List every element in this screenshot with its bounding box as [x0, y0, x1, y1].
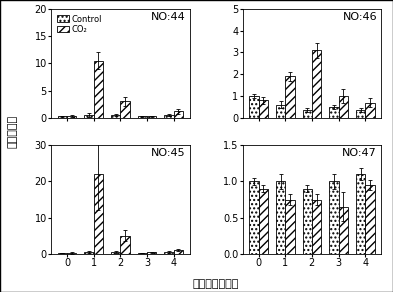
Bar [164, 252, 174, 254]
Bar [120, 236, 130, 254]
Bar [111, 115, 120, 118]
Bar [84, 252, 94, 254]
Bar [120, 101, 130, 118]
Bar [338, 96, 348, 118]
Bar [276, 181, 285, 254]
Text: NO:45: NO:45 [151, 148, 185, 158]
Bar [338, 207, 348, 254]
Bar [249, 181, 259, 254]
Bar [67, 116, 76, 118]
Bar [174, 111, 183, 118]
Bar [147, 252, 156, 254]
Bar [285, 76, 294, 118]
Bar [285, 199, 294, 254]
Bar [312, 199, 321, 254]
Bar [94, 60, 103, 118]
Bar [147, 116, 156, 118]
Bar [94, 174, 103, 254]
Bar [138, 116, 147, 118]
Bar [67, 253, 76, 254]
Bar [303, 189, 312, 254]
Bar [164, 115, 174, 118]
Bar [356, 110, 365, 118]
Bar [259, 100, 268, 118]
Text: NO:47: NO:47 [342, 148, 377, 158]
Text: 储藏时间（天）: 储藏时间（天） [193, 279, 239, 289]
Bar [84, 115, 94, 118]
Text: 相对表达量: 相对表达量 [8, 115, 18, 148]
Bar [276, 105, 285, 118]
Bar [303, 110, 312, 118]
Bar [138, 253, 147, 254]
Bar [312, 50, 321, 118]
Text: NO:46: NO:46 [342, 12, 377, 22]
Bar [58, 253, 67, 254]
Bar [174, 251, 183, 254]
Bar [111, 252, 120, 254]
Bar [356, 174, 365, 254]
Text: NO:44: NO:44 [151, 12, 185, 22]
Bar [329, 107, 338, 118]
Legend: Control, CO₂: Control, CO₂ [55, 13, 103, 36]
Bar [58, 116, 67, 118]
Bar [249, 96, 259, 118]
Bar [259, 189, 268, 254]
Bar [365, 102, 375, 118]
Bar [329, 181, 338, 254]
Bar [365, 185, 375, 254]
